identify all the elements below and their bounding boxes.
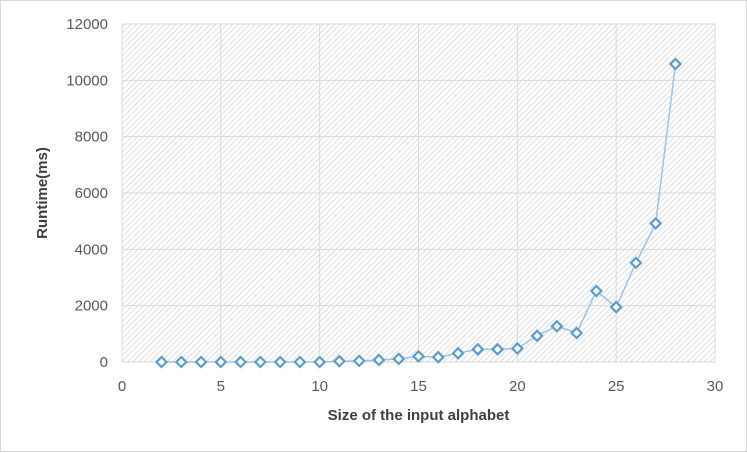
- x-tick-label: 10: [311, 378, 328, 395]
- x-axis-ticks: 0 5 10 15 20 25 30: [118, 378, 724, 395]
- data-point: [629, 256, 643, 270]
- data-point: [589, 284, 603, 298]
- data-point: [431, 350, 445, 364]
- data-point: [372, 353, 386, 367]
- data-point: [352, 354, 366, 368]
- data-point: [510, 341, 524, 356]
- y-tick-label: 6000: [75, 185, 108, 202]
- y-tick-label: 10000: [66, 72, 108, 89]
- y-axis-title: Runtime(ms): [34, 147, 51, 239]
- data-point: [174, 355, 188, 369]
- data-point: [293, 355, 307, 369]
- data-point: [154, 355, 169, 369]
- data-point: [194, 355, 208, 369]
- data-point: [451, 346, 465, 360]
- x-tick-label: 30: [707, 378, 724, 395]
- data-point: [313, 355, 327, 369]
- data-point: [668, 57, 683, 71]
- y-tick-label: 8000: [75, 129, 108, 146]
- data-point: [234, 355, 248, 369]
- data-point: [649, 216, 663, 230]
- data-point: [471, 342, 485, 356]
- data-point: [530, 329, 544, 343]
- x-tick-label: 25: [608, 378, 625, 395]
- x-tick-label: 15: [410, 378, 427, 395]
- data-point: [411, 349, 426, 363]
- data-point: [253, 355, 267, 369]
- y-axis-ticks: 0 2000 4000 6000 8000 10000 12000: [66, 16, 108, 371]
- data-point: [550, 319, 564, 333]
- data-point: [214, 355, 228, 369]
- y-tick-label: 2000: [75, 298, 108, 315]
- data-point: [570, 326, 584, 340]
- y-tick-label: 4000: [75, 241, 108, 258]
- gridlines: [121, 23, 716, 363]
- data-point: [273, 355, 287, 369]
- data-markers: [154, 57, 683, 369]
- data-point: [491, 342, 505, 356]
- data-point: [392, 352, 406, 366]
- y-tick-label: 0: [100, 354, 108, 371]
- x-tick-label: 5: [217, 378, 225, 395]
- data-point: [609, 300, 623, 314]
- y-tick-label: 12000: [66, 16, 108, 33]
- x-tick-label: 0: [118, 378, 126, 395]
- x-axis-title: Size of the input alphabet: [328, 407, 510, 424]
- data-point: [332, 354, 346, 368]
- x-tick-label: 20: [509, 378, 526, 395]
